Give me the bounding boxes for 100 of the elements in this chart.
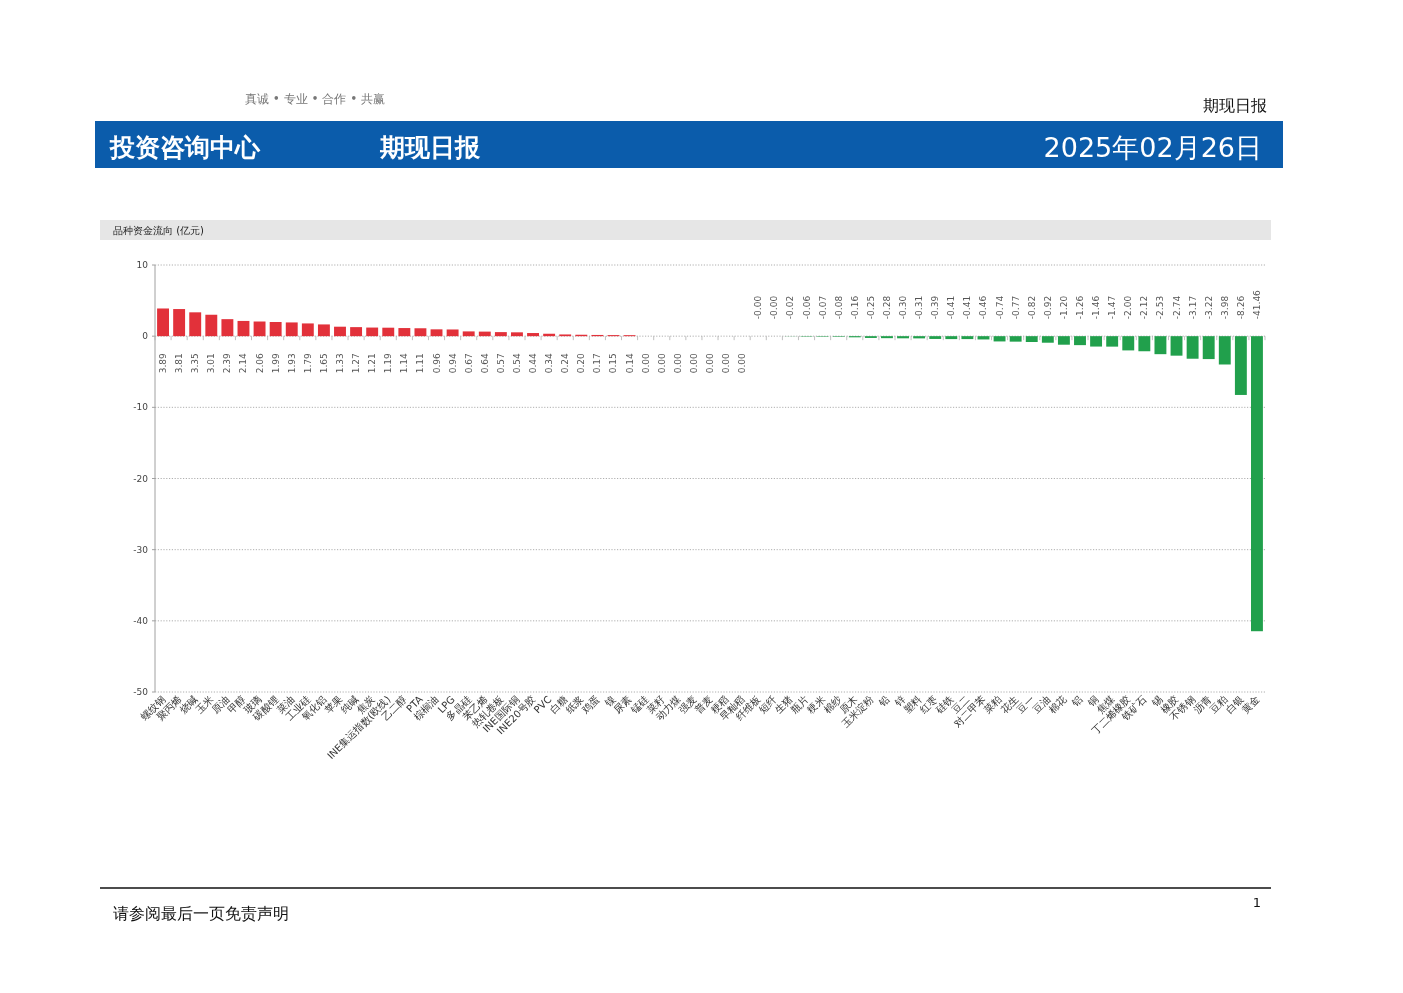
data-label: 0.00: [737, 352, 748, 374]
annotation: 期现日报: [1203, 96, 1267, 115]
bar: [1074, 336, 1086, 346]
data-label: 1.79: [302, 352, 313, 374]
bar: [430, 329, 443, 337]
bar: [366, 327, 379, 337]
y-tick-label: -50: [133, 687, 149, 697]
data-label: -0.28: [881, 295, 892, 320]
bar: [205, 314, 218, 337]
annotation: 投资咨询中心: [110, 133, 260, 162]
data-label: -0.30: [898, 295, 909, 320]
data-label: 0.44: [528, 352, 539, 374]
data-label: -0.06: [801, 295, 812, 320]
data-label: -8.26: [1235, 295, 1246, 320]
data-label: 2.39: [222, 352, 233, 374]
bar: [1186, 336, 1199, 359]
bar: [350, 327, 363, 337]
y-tick-label: -10: [133, 402, 149, 413]
data-label: -0.25: [865, 295, 876, 320]
data-label: -3.98: [1219, 295, 1230, 320]
data-label: 0.00: [672, 352, 683, 374]
data-label: 0.94: [447, 352, 458, 374]
data-label: -0.41: [946, 295, 957, 320]
bar: [398, 328, 411, 337]
data-label: -41.46: [1251, 289, 1262, 320]
data-label: 1.99: [270, 352, 281, 374]
data-label: -1.47: [1107, 295, 1118, 320]
x-tick-label: 铅: [875, 693, 892, 710]
bar: [1251, 336, 1263, 632]
bar: [1154, 336, 1167, 355]
y-tick-label: -20: [133, 473, 149, 484]
bar: [446, 329, 459, 337]
bar: [189, 312, 202, 337]
data-label: -2.53: [1155, 295, 1166, 320]
data-label: -0.00: [769, 295, 780, 320]
data-label: 1.93: [286, 353, 297, 374]
data-label: -0.74: [994, 295, 1005, 320]
data-label: -1.26: [1075, 295, 1085, 320]
data-label: -0.92: [1042, 295, 1053, 320]
x-tick-label: 铝: [1068, 693, 1085, 710]
data-label: 0.20: [576, 352, 587, 374]
bar: [913, 336, 926, 339]
data-label: -0.02: [785, 295, 796, 320]
bar: [301, 323, 314, 337]
bar: [993, 336, 1006, 342]
title: 品种资金流向 (亿元): [100, 220, 1271, 240]
bar: [157, 308, 169, 337]
data-label: 1.11: [415, 353, 426, 374]
bar: [285, 322, 298, 337]
data-label: 0.00: [656, 352, 667, 374]
bar: [1009, 336, 1022, 342]
bar: [929, 336, 942, 339]
bar: [221, 319, 234, 337]
bar: [173, 309, 186, 337]
bar: [317, 324, 330, 337]
y-tick-label: 0: [142, 331, 149, 342]
bar: [334, 326, 346, 337]
bar: [382, 327, 395, 337]
data-label: 3.81: [174, 353, 185, 374]
data-label: 1.21: [367, 353, 378, 374]
y-tick-label: -40: [133, 615, 149, 626]
bar: [237, 320, 250, 337]
data-label: 0.00: [705, 352, 715, 374]
bar: [1170, 336, 1183, 356]
bar: [414, 328, 427, 337]
y-tick-label: 10: [136, 260, 149, 270]
data-label: -0.41: [962, 295, 973, 320]
data-label: -1.46: [1091, 295, 1102, 320]
bar: [1234, 336, 1247, 395]
data-label: -3.22: [1203, 295, 1214, 320]
data-label: -1.20: [1058, 295, 1069, 320]
data-label: -2.00: [1123, 295, 1134, 320]
data-label: 0.17: [592, 353, 603, 374]
bar: [961, 336, 974, 340]
data-label: 0.57: [495, 353, 506, 374]
data-label: 1.65: [318, 353, 329, 374]
bar: [1057, 336, 1070, 345]
data-label: 1.33: [335, 353, 345, 374]
data-label: -3.17: [1187, 295, 1198, 320]
bar: [511, 332, 523, 337]
bar: [1122, 336, 1135, 351]
bar: [1218, 336, 1231, 365]
data-label: 3.01: [206, 353, 217, 374]
data-label: 0.64: [479, 352, 490, 374]
data-label: -0.00: [753, 295, 764, 320]
annotation: 1: [1252, 895, 1261, 910]
data-label: 0.15: [608, 353, 619, 374]
data-label: -2.74: [1171, 295, 1182, 320]
annotation: 真诚 • 专业 • 合作 • 共赢: [245, 92, 386, 106]
data-label: -0.31: [914, 295, 925, 320]
data-label: -0.46: [978, 295, 989, 320]
data-label: 0.34: [544, 352, 555, 374]
bar: [897, 336, 909, 339]
data-label: -0.39: [930, 295, 941, 320]
data-label: 2.06: [254, 352, 265, 374]
bar: [462, 331, 475, 337]
data-label: 3.35: [190, 353, 201, 374]
data-label: 1.27: [351, 353, 362, 374]
data-label: 0.14: [624, 352, 635, 374]
data-label: 0.00: [688, 352, 699, 374]
